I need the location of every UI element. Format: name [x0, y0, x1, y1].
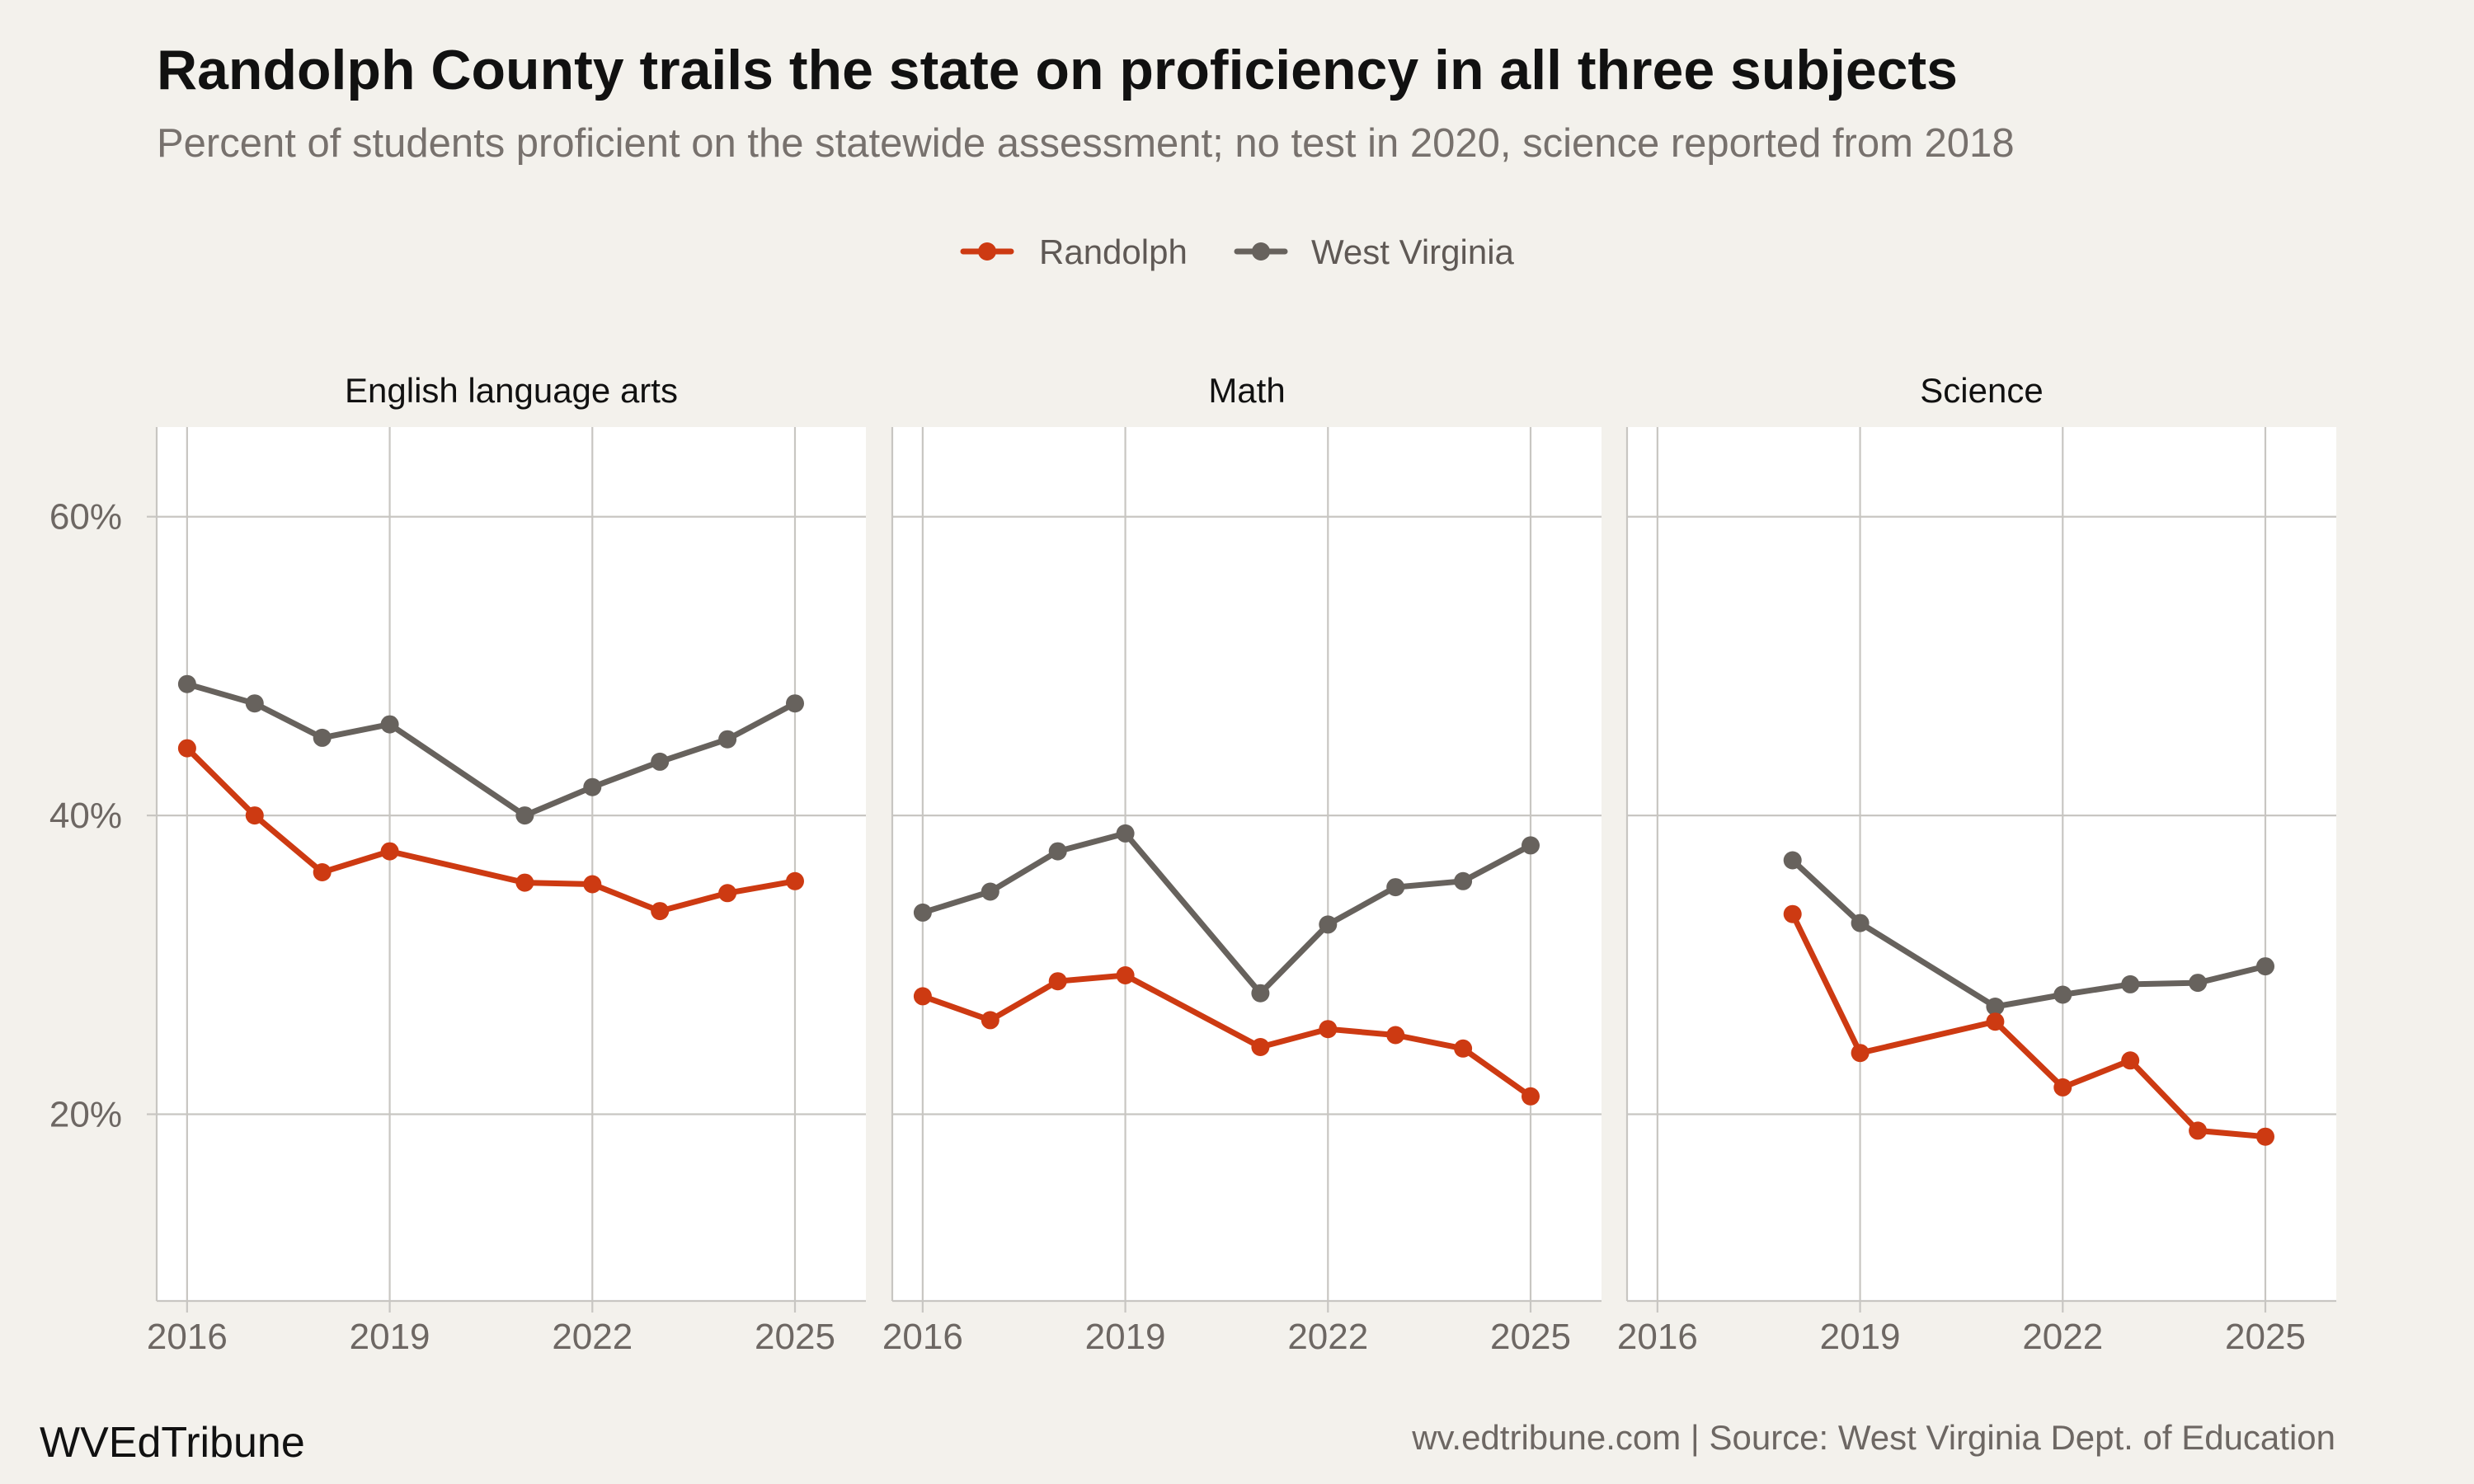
facet-panels: 2016 2019 2022 2025 20% 40% 60% English languag…	[49, 371, 2336, 1357]
data-point-west-virginia	[515, 806, 534, 825]
data-point-randolph	[981, 1011, 999, 1030]
data-point-randolph	[583, 875, 602, 894]
facet-panel-english-language-arts: 2016 2019 2022 2025 20% 40% 60% English languag…	[49, 371, 866, 1357]
y-tick-label: 60%	[49, 497, 122, 538]
panel-background	[892, 427, 1602, 1301]
data-point-randolph	[1986, 1012, 2005, 1031]
x-tick-label: 2019	[1085, 1317, 1166, 1357]
legend: Randolph West Virginia	[960, 232, 1515, 271]
panel-background	[157, 427, 866, 1301]
data-point-west-virginia	[1319, 915, 1338, 934]
data-point-randolph	[245, 806, 264, 825]
facet-panel-science: 2016 2019 2022 2025 Science	[1617, 371, 2336, 1357]
legend-label-randolph: Randolph	[1039, 232, 1188, 271]
data-point-randolph	[1386, 1026, 1405, 1045]
data-point-west-virginia	[177, 674, 196, 693]
x-tick-label: 2016	[1617, 1317, 1698, 1357]
y-tick-label: 20%	[49, 1095, 122, 1135]
data-point-randolph	[1319, 1020, 1338, 1039]
chart-subtitle: Percent of students proficient on the st…	[157, 121, 2015, 166]
data-point-west-virginia	[1522, 836, 1540, 855]
data-point-west-virginia	[1116, 824, 1135, 843]
data-point-randolph	[1454, 1039, 1473, 1058]
x-tick-label: 2022	[552, 1317, 633, 1357]
y-tick-label: 40%	[49, 796, 122, 836]
data-point-west-virginia	[2053, 985, 2072, 1004]
data-point-west-virginia	[313, 728, 332, 747]
x-tick-label: 2025	[1490, 1317, 1571, 1357]
data-point-west-virginia	[1986, 998, 2005, 1016]
x-tick-label: 2022	[2022, 1317, 2103, 1357]
facet-panel-math: 2016 2019 2022 2025 Math	[882, 371, 1602, 1357]
chart-title: Randolph County trails the state on prof…	[157, 39, 1958, 101]
panel-title: Science	[1920, 371, 2043, 410]
data-point-west-virginia	[380, 715, 399, 734]
data-point-randolph	[2256, 1127, 2274, 1146]
data-point-west-virginia	[786, 694, 804, 713]
data-point-randolph	[718, 884, 737, 903]
data-point-west-virginia	[1783, 851, 1802, 870]
series-randolph	[177, 739, 804, 921]
series-west-virginia	[913, 824, 1540, 1003]
footer-brand: WVEdTribune	[40, 1419, 305, 1467]
series-randolph	[1783, 904, 2274, 1146]
panel-title: English language arts	[345, 371, 678, 410]
data-point-west-virginia	[1386, 878, 1405, 897]
data-point-randolph	[2189, 1121, 2208, 1140]
x-tick-label: 2019	[1820, 1317, 1901, 1357]
series-randolph	[913, 966, 1540, 1106]
data-point-west-virginia	[1454, 871, 1473, 890]
data-point-randolph	[1851, 1044, 1870, 1063]
data-point-west-virginia	[718, 730, 737, 749]
x-tick-label: 2019	[350, 1317, 430, 1357]
data-point-west-virginia	[2256, 957, 2274, 976]
data-point-randolph	[786, 871, 804, 890]
data-point-west-virginia	[913, 903, 932, 922]
data-point-west-virginia	[1251, 984, 1270, 1003]
data-point-randolph	[313, 863, 332, 881]
series-west-virginia	[1783, 851, 2274, 1016]
x-tick-label: 2022	[1287, 1317, 1368, 1357]
data-point-west-virginia	[651, 752, 670, 771]
data-point-randolph	[913, 987, 932, 1006]
data-point-randolph	[1116, 966, 1135, 984]
data-point-west-virginia	[1851, 913, 1870, 932]
data-point-west-virginia	[583, 777, 602, 796]
x-tick-label: 2016	[147, 1317, 228, 1357]
data-point-west-virginia	[2121, 974, 2140, 993]
data-point-randolph	[177, 739, 196, 758]
x-tick-label: 2025	[755, 1317, 835, 1357]
data-point-randolph	[380, 842, 399, 861]
footer-source: wv.edtribune.com | Source: West Virginia…	[1411, 1418, 2335, 1457]
data-point-west-virginia	[245, 694, 264, 713]
x-tick-label: 2016	[882, 1317, 963, 1357]
data-point-randolph	[1251, 1038, 1270, 1056]
data-point-randolph	[1783, 904, 1802, 923]
data-point-randolph	[515, 873, 534, 892]
panel-title: Math	[1208, 371, 1285, 410]
x-tick-label: 2025	[2225, 1317, 2306, 1357]
series-west-virginia	[177, 674, 804, 825]
data-point-randolph	[1048, 972, 1067, 991]
data-point-west-virginia	[981, 882, 999, 901]
data-point-randolph	[651, 902, 670, 921]
data-point-west-virginia	[1048, 842, 1067, 861]
data-point-west-virginia	[2189, 974, 2208, 993]
legend-key-point-west-virginia	[1252, 242, 1270, 261]
data-point-randolph	[2121, 1051, 2140, 1070]
data-point-randolph	[2053, 1078, 2072, 1097]
legend-key-point-randolph	[978, 242, 996, 261]
legend-label-west-virginia: West Virginia	[1311, 232, 1515, 271]
panel-background	[1627, 427, 2336, 1301]
data-point-randolph	[1522, 1087, 1540, 1106]
